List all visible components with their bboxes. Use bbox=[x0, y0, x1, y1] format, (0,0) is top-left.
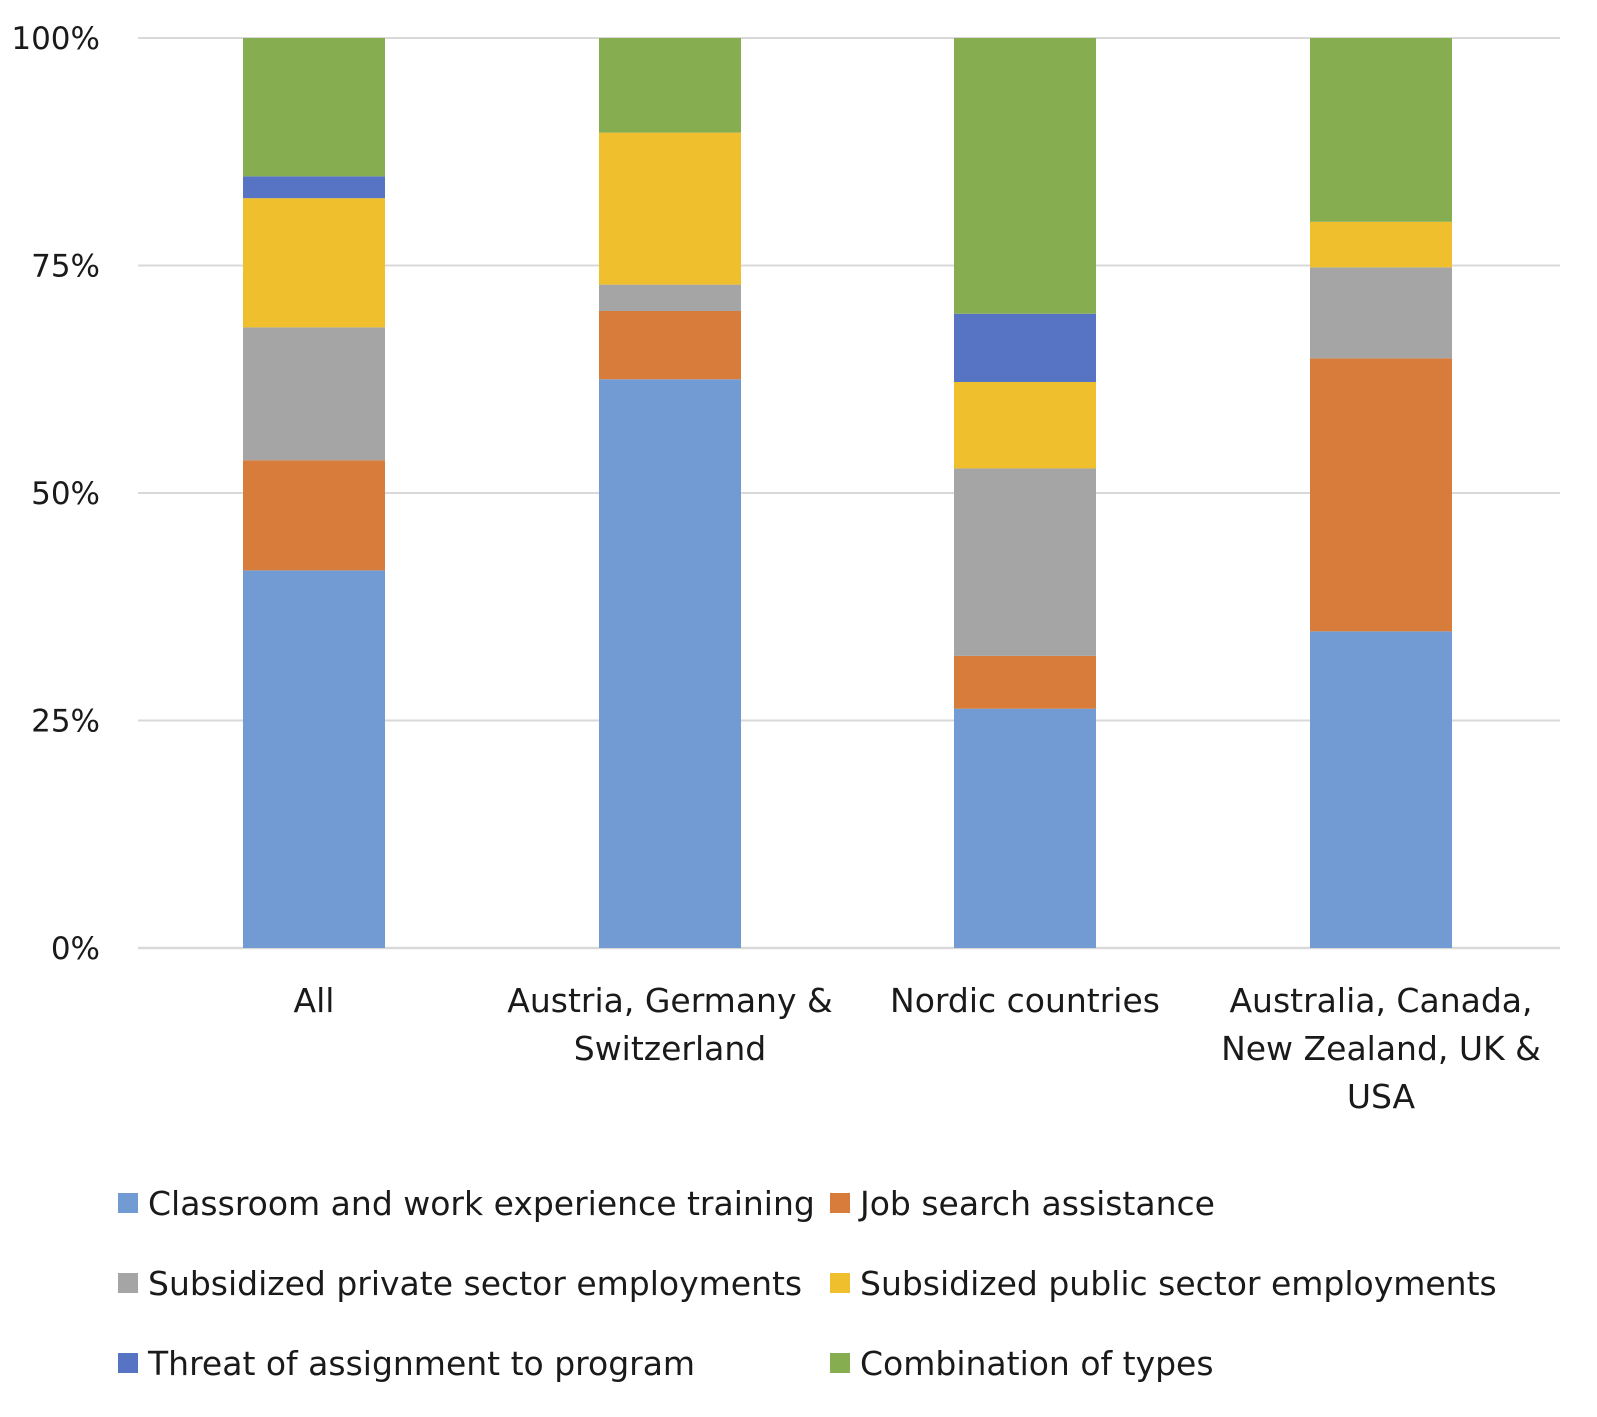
y-axis-ticks: 0% 25% 50% 75% 100% bbox=[11, 21, 100, 967]
bar-segment bbox=[954, 655, 1096, 709]
legend-swatch bbox=[118, 1353, 138, 1373]
bar-stack bbox=[1310, 38, 1452, 948]
y-tick-label: 100% bbox=[11, 21, 100, 57]
x-category-label: Austria, Germany & Switzerland bbox=[507, 981, 832, 1068]
bar-segment bbox=[599, 38, 741, 133]
stacked-bar-chart: 0% 25% 50% 75% 100% All Austria, Germany & Swi… bbox=[11, 21, 1560, 1116]
bar-segment bbox=[954, 708, 1096, 948]
legend-label: Subsidized public sector employments bbox=[860, 1263, 1497, 1303]
legend-label: Threat of assignment to program bbox=[148, 1343, 696, 1383]
bar-segment bbox=[243, 327, 385, 461]
bar-segment bbox=[599, 379, 741, 948]
bars bbox=[243, 38, 1452, 948]
x-category-label-line: Australia, Canada, bbox=[1229, 981, 1532, 1020]
x-category-label-line: USA bbox=[1347, 1077, 1416, 1116]
y-tick-label: 75% bbox=[31, 249, 100, 285]
bar-segment bbox=[599, 132, 741, 285]
bar-segment bbox=[1310, 358, 1452, 632]
bar-stack bbox=[599, 38, 741, 948]
bar-stack bbox=[954, 38, 1096, 948]
bar-segment bbox=[599, 284, 741, 311]
x-category-label-line: All bbox=[294, 981, 335, 1020]
legend-label: Job search assistance bbox=[860, 1183, 1215, 1223]
bar-segment bbox=[954, 468, 1096, 656]
y-tick-label: 0% bbox=[51, 931, 100, 967]
legend-item: Subsidized public sector employments bbox=[830, 1263, 1550, 1303]
legend-label: Classroom and work experience training bbox=[148, 1183, 815, 1223]
bar-segment bbox=[243, 38, 385, 177]
x-category-label-line: Nordic countries bbox=[890, 981, 1160, 1020]
legend-item: Job search assistance bbox=[830, 1183, 1550, 1223]
bar-segment bbox=[1310, 38, 1452, 222]
bar-segment bbox=[954, 38, 1096, 314]
legend-item: Threat of assignment to program bbox=[118, 1343, 830, 1383]
x-category-label: All bbox=[294, 981, 335, 1020]
legend-swatch bbox=[830, 1273, 850, 1293]
bar-segment bbox=[954, 381, 1096, 469]
bar-segment bbox=[243, 176, 385, 199]
legend-item: Combination of types bbox=[830, 1343, 1550, 1383]
bar-segment bbox=[1310, 221, 1452, 268]
legend-item: Subsidized private sector employments bbox=[118, 1263, 830, 1303]
x-axis-labels: All Austria, Germany & Switzerland Nordic c… bbox=[294, 981, 1541, 1116]
legend-swatch bbox=[118, 1193, 138, 1213]
x-category-label: Australia, Canada, New Zealand, UK & USA bbox=[1221, 981, 1541, 1116]
x-category-label-line: New Zealand, UK & bbox=[1221, 1029, 1541, 1068]
legend-label: Combination of types bbox=[860, 1343, 1214, 1383]
legend-swatch bbox=[118, 1273, 138, 1293]
y-tick-label: 25% bbox=[31, 704, 100, 740]
bar-segment bbox=[599, 311, 741, 380]
bar-segment bbox=[243, 570, 385, 948]
x-category-label: Nordic countries bbox=[890, 981, 1160, 1020]
x-category-label-line: Switzerland bbox=[574, 1029, 767, 1068]
y-tick-label: 50% bbox=[31, 476, 100, 512]
bar-stack bbox=[243, 38, 385, 948]
legend-swatch bbox=[830, 1193, 850, 1213]
x-category-label-line: Austria, Germany & bbox=[507, 981, 832, 1020]
bar-segment bbox=[1310, 631, 1452, 948]
legend-swatch bbox=[830, 1353, 850, 1373]
legend: Classroom and work experience training Jo… bbox=[118, 1183, 1568, 1383]
bar-segment bbox=[1310, 267, 1452, 359]
legend-label: Subsidized private sector employments bbox=[148, 1263, 803, 1303]
bar-segment bbox=[243, 198, 385, 328]
legend-item: Classroom and work experience training bbox=[118, 1183, 830, 1223]
bar-segment bbox=[954, 313, 1096, 382]
bar-segment bbox=[243, 460, 385, 571]
